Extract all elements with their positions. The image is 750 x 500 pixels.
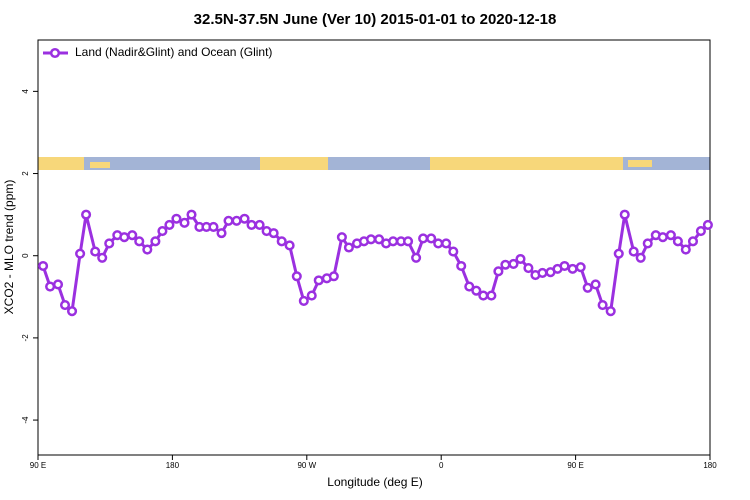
data-point	[672, 236, 683, 247]
data-point	[97, 252, 108, 263]
data-point	[164, 219, 175, 230]
data-point	[418, 233, 429, 244]
data-point	[298, 295, 309, 306]
data-point	[590, 279, 601, 290]
data-point	[313, 275, 324, 286]
data-point	[515, 253, 526, 265]
data-point	[657, 232, 668, 243]
data-point	[537, 267, 548, 279]
data-point	[508, 258, 519, 269]
data-point	[81, 209, 92, 220]
data-point	[613, 248, 624, 259]
data-point	[635, 252, 646, 263]
data-point	[687, 236, 699, 247]
data-point	[142, 244, 153, 255]
series-line	[41, 212, 709, 315]
data-point	[75, 248, 86, 259]
data-point	[456, 260, 467, 272]
data-point	[306, 290, 317, 301]
x-tick-label: 180	[166, 461, 180, 470]
data-point	[500, 259, 511, 270]
data-point	[582, 282, 593, 293]
data-point	[38, 260, 49, 272]
data-point	[411, 252, 422, 263]
data-point	[426, 233, 437, 244]
x-tick-label: 90 W	[297, 461, 316, 470]
data-point	[328, 271, 339, 282]
legend-label: Land (Nadir&Glint) and Ocean (Glint)	[75, 45, 272, 59]
data-point	[52, 279, 64, 290]
data-point	[478, 290, 489, 301]
data-point	[291, 271, 302, 282]
data-point	[45, 281, 56, 292]
x-tick-label: 90 E	[567, 461, 583, 470]
y-tick-label: -2	[21, 334, 30, 342]
data-point	[246, 219, 257, 230]
data-point	[388, 236, 399, 247]
data-point	[186, 209, 197, 220]
x-axis-label: Longitude (deg E)	[327, 475, 422, 489]
data-point	[441, 238, 452, 249]
x-tick-label: 90 E	[30, 461, 46, 470]
data-point	[471, 285, 482, 296]
data-point	[597, 299, 608, 311]
data-point	[119, 232, 130, 243]
data-point	[254, 219, 265, 230]
data-point	[402, 236, 414, 247]
data-point	[90, 246, 101, 257]
data-point	[268, 228, 279, 239]
y-tick-label: 4	[21, 89, 30, 94]
data-point	[523, 262, 534, 274]
data-point	[208, 221, 219, 233]
data-point	[575, 262, 586, 273]
data-point	[464, 281, 475, 292]
data-point	[59, 299, 71, 311]
y-tick-label: 0	[21, 253, 30, 258]
map-strip	[38, 157, 710, 170]
x-tick-label: 0	[439, 461, 444, 470]
data-point	[179, 217, 190, 228]
data-point	[448, 246, 459, 257]
data-point	[150, 236, 161, 247]
data-point	[486, 290, 497, 301]
data-point	[680, 244, 691, 255]
data-point	[66, 306, 78, 317]
data-point	[134, 236, 145, 247]
data-point	[171, 213, 182, 224]
data-point	[343, 242, 354, 253]
data-point	[433, 238, 444, 249]
data-point	[239, 213, 250, 224]
data-point	[642, 238, 653, 249]
data-point	[493, 266, 504, 277]
data-point	[605, 306, 616, 317]
data-point	[276, 236, 287, 247]
data-point	[216, 228, 227, 239]
data-point	[127, 230, 138, 241]
data-point	[336, 232, 347, 243]
data-point	[702, 219, 713, 230]
data-point	[695, 226, 706, 237]
data-point	[104, 238, 115, 249]
y-tick-label: -4	[21, 416, 30, 424]
y-axis-label: XCO2 - MLO trend (ppm)	[2, 180, 16, 315]
data-point	[365, 234, 377, 245]
x-tick-label: 180	[703, 461, 717, 470]
data-point	[223, 215, 234, 226]
data-point	[665, 230, 676, 241]
data-point	[567, 263, 578, 274]
data-point	[374, 234, 385, 245]
plot-frame	[37, 39, 711, 456]
y-tick-label: 2	[21, 171, 30, 176]
data-point	[559, 260, 570, 272]
data-point	[231, 215, 242, 226]
data-point	[284, 240, 295, 251]
legend-marker	[49, 47, 61, 59]
data-point	[619, 209, 630, 220]
data-point	[628, 246, 639, 257]
chart-title: 32.5N-37.5N June (Ver 10) 2015-01-01 to …	[194, 11, 557, 28]
data-point	[157, 226, 168, 237]
